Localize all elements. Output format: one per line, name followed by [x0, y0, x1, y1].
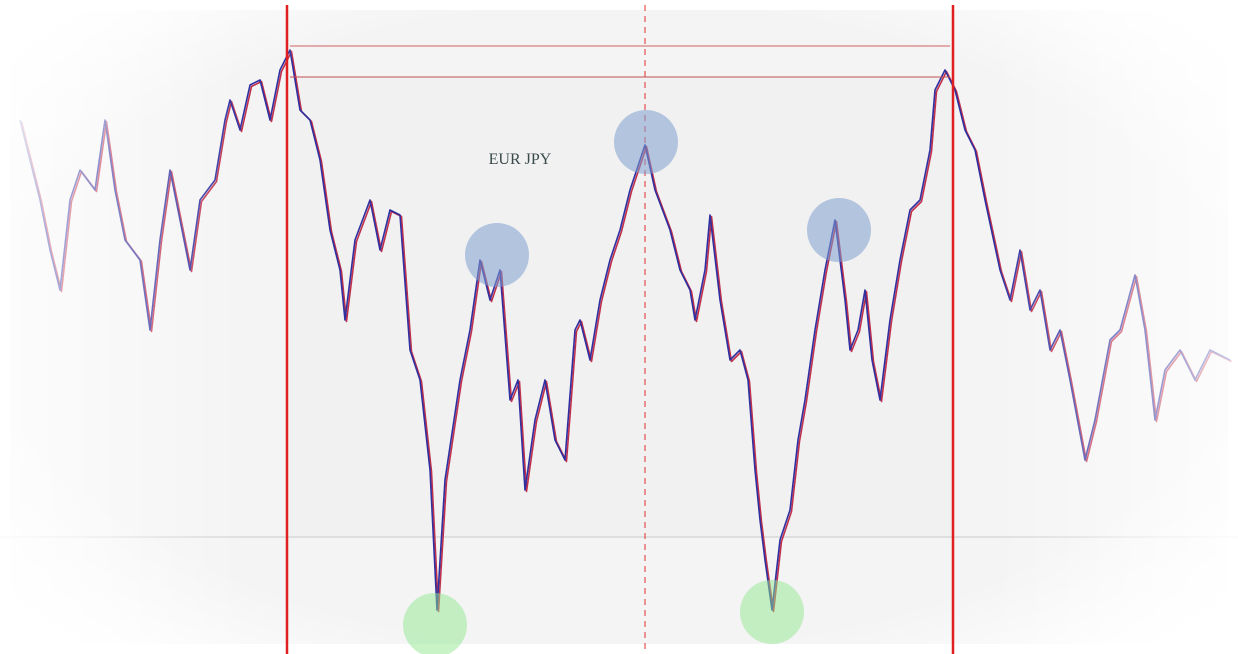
trough-marker: [403, 593, 467, 654]
trough-marker: [740, 580, 804, 644]
peak-marker: [465, 223, 529, 287]
peak-marker: [614, 110, 678, 174]
peak-marker: [807, 198, 871, 262]
chart-title: EUR JPY: [489, 151, 552, 168]
